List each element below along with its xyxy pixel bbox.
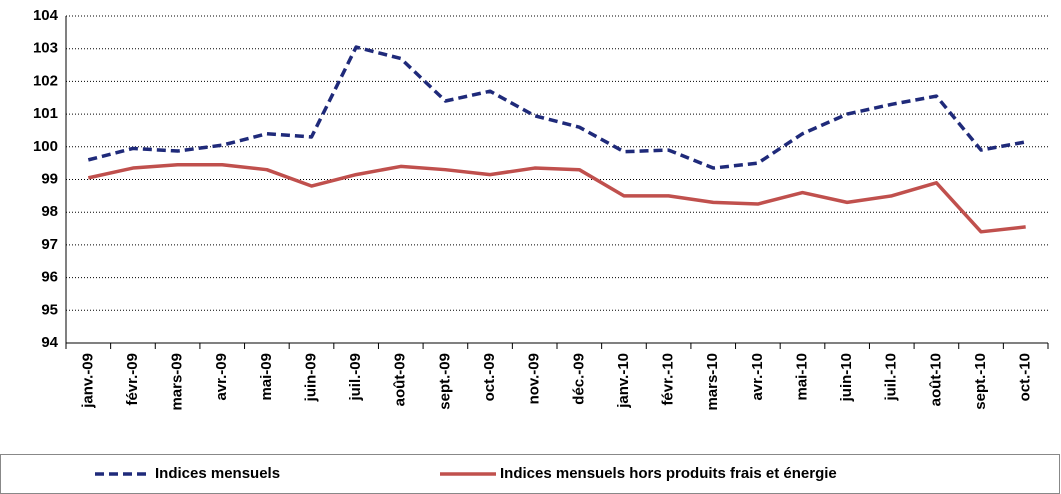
y-tick-label: 101 xyxy=(33,105,58,122)
x-tick-label: avr.-10 xyxy=(749,353,766,401)
y-tick-label: 102 xyxy=(33,72,58,89)
y-tick-label: 104 xyxy=(33,7,59,24)
y-tick-label: 94 xyxy=(41,334,58,351)
x-tick-label: janv.-09 xyxy=(79,353,96,409)
x-tick-label: juin-10 xyxy=(838,353,855,402)
x-tick-label: août-09 xyxy=(392,353,409,406)
x-tick-label: déc.-09 xyxy=(570,353,587,405)
x-tick-label: juil.-09 xyxy=(347,353,364,402)
x-tick-label: mai-10 xyxy=(793,353,810,401)
x-tick-label: janv.-10 xyxy=(615,353,632,409)
x-tick-label: août-10 xyxy=(927,353,944,406)
y-tick-label: 97 xyxy=(41,236,58,253)
x-tick-label: nov.-09 xyxy=(526,353,543,404)
y-tick-label: 98 xyxy=(41,203,58,220)
x-tick-label: févr.-09 xyxy=(124,353,141,406)
x-tick-label: mars-10 xyxy=(704,353,721,411)
y-tick-label: 96 xyxy=(41,269,58,286)
series-line xyxy=(87,45,1026,170)
y-tick-label: 99 xyxy=(41,170,58,187)
legend-label: Indices mensuels hors produits frais et … xyxy=(500,465,837,482)
legend-label: Indices mensuels xyxy=(155,465,280,482)
y-tick-label: 100 xyxy=(33,138,58,155)
x-tick-label: mars-09 xyxy=(169,353,186,411)
x-tick-label: févr.-10 xyxy=(660,353,677,406)
series-line xyxy=(87,163,1026,234)
x-tick-label: mai-09 xyxy=(258,353,275,401)
x-tick-label: juil.-10 xyxy=(883,353,900,402)
x-tick-label: avr.-09 xyxy=(213,353,230,401)
x-tick-label: sept.-10 xyxy=(972,353,989,410)
y-tick-label: 103 xyxy=(33,40,58,57)
y-tick-label: 95 xyxy=(41,301,58,318)
x-tick-label: juin-09 xyxy=(302,353,319,402)
x-tick-label: oct.-10 xyxy=(1017,353,1034,401)
x-tick-label: oct.-09 xyxy=(481,353,498,401)
x-tick-label: sept.-09 xyxy=(436,353,453,410)
